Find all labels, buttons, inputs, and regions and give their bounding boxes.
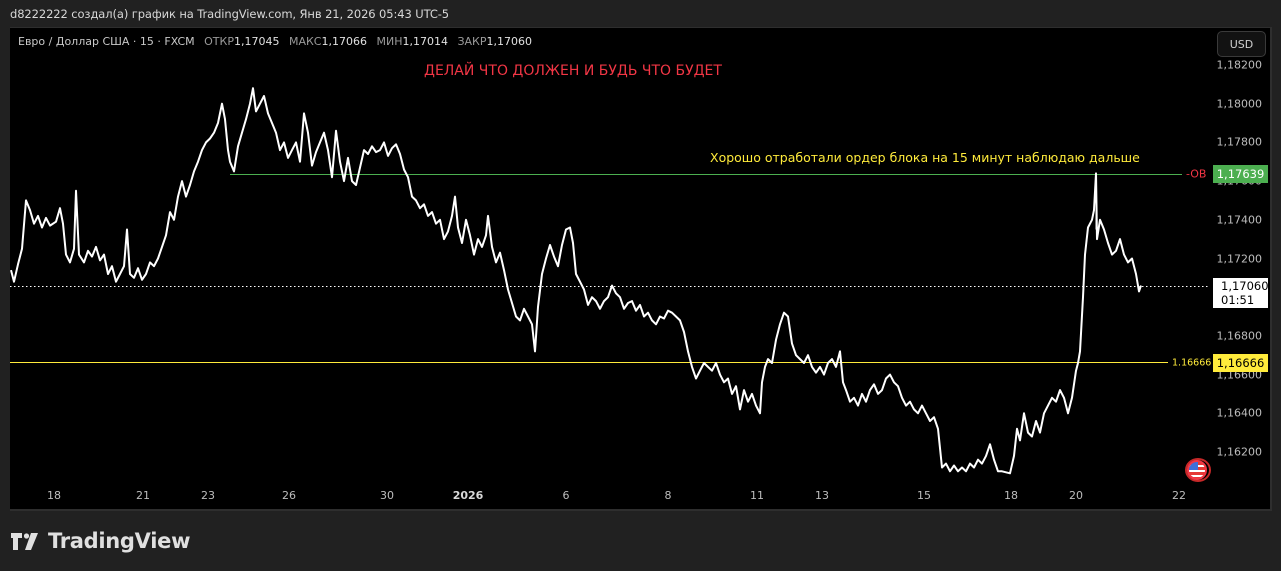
price-tick-label: 1,16400 (1216, 406, 1263, 420)
time-tick-label: 18 (47, 489, 61, 502)
price-tick-label: 1,16800 (1216, 329, 1263, 343)
high-value: 1,17066 (321, 35, 367, 48)
time-tick-label: 23 (201, 489, 215, 502)
low-label: МИН (376, 35, 403, 48)
time-tick-label: 30 (380, 489, 394, 502)
support-price-tag: 1,16666 (1213, 354, 1268, 372)
ob-line-label: -OB (1186, 167, 1207, 181)
price-tick-label: 1,16200 (1216, 445, 1263, 459)
low-value: 1,17014 (402, 35, 448, 48)
ob-price-tag: 1,17639 (1213, 165, 1268, 183)
time-tick-label: 13 (815, 489, 829, 502)
support-line-label: 1.16666 (1172, 357, 1212, 369)
price-tick-label: 1,18200 (1216, 58, 1263, 72)
time-tick-label: 11 (750, 489, 764, 502)
motto-annotation[interactable]: ДЕЛАЙ ЧТО ДОЛЖЕН И БУДЬ ЧТО БУДЕТ (424, 63, 722, 79)
price-tick-label: 1,17800 (1216, 135, 1263, 149)
time-tick-label: 15 (917, 489, 931, 502)
time-tick-label: 22 (1172, 489, 1186, 502)
open-value: 1,17045 (233, 35, 280, 48)
price-tick-label: 1,17200 (1216, 252, 1263, 265)
time-tick-label: 20 (1069, 489, 1083, 502)
us-flag-icon[interactable] (1187, 460, 1207, 480)
time-tick-label: 26 (282, 489, 296, 502)
price-tick-label: 1,17400 (1216, 213, 1263, 227)
last-price-value: 1,17060 (1221, 279, 1269, 293)
tradingview-logo: TradingView (11, 529, 190, 553)
time-tick-label: 18 (1004, 489, 1018, 502)
time-tick-label: 6 (562, 489, 570, 502)
bar-countdown: 01:51 (1221, 293, 1255, 307)
time-tick-label: 8 (664, 489, 672, 502)
time-tick-label: 2026 (452, 489, 484, 502)
open-label: ОТКР (204, 35, 234, 48)
time-tick-label: 21 (136, 489, 150, 502)
tradingview-logo-icon (11, 532, 38, 550)
economic-event-marker[interactable] (1185, 458, 1211, 482)
close-value: 1,17060 (486, 35, 533, 48)
chart-caption: d8222222 создал(а) график на TradingView… (10, 7, 450, 21)
symbol-name: Евро / Доллар США · 15 · FXCM (18, 35, 195, 48)
brand-name: TradingView (48, 529, 191, 553)
last-price-tag: 1,17060 01:51 (1213, 278, 1269, 308)
close-label: ЗАКР (457, 35, 487, 48)
price-series (10, 87, 1142, 475)
price-tick-label: 1,18000 (1216, 97, 1263, 111)
high-label: МАКС (288, 35, 322, 48)
currency-button[interactable]: USD (1217, 31, 1266, 57)
order-block-note[interactable]: Хорошо отработали ордер блока на 15 мину… (710, 150, 1140, 165)
symbol-legend[interactable]: Евро / Доллар США · 15 · FXCM ОТКР1,1704… (18, 35, 532, 48)
